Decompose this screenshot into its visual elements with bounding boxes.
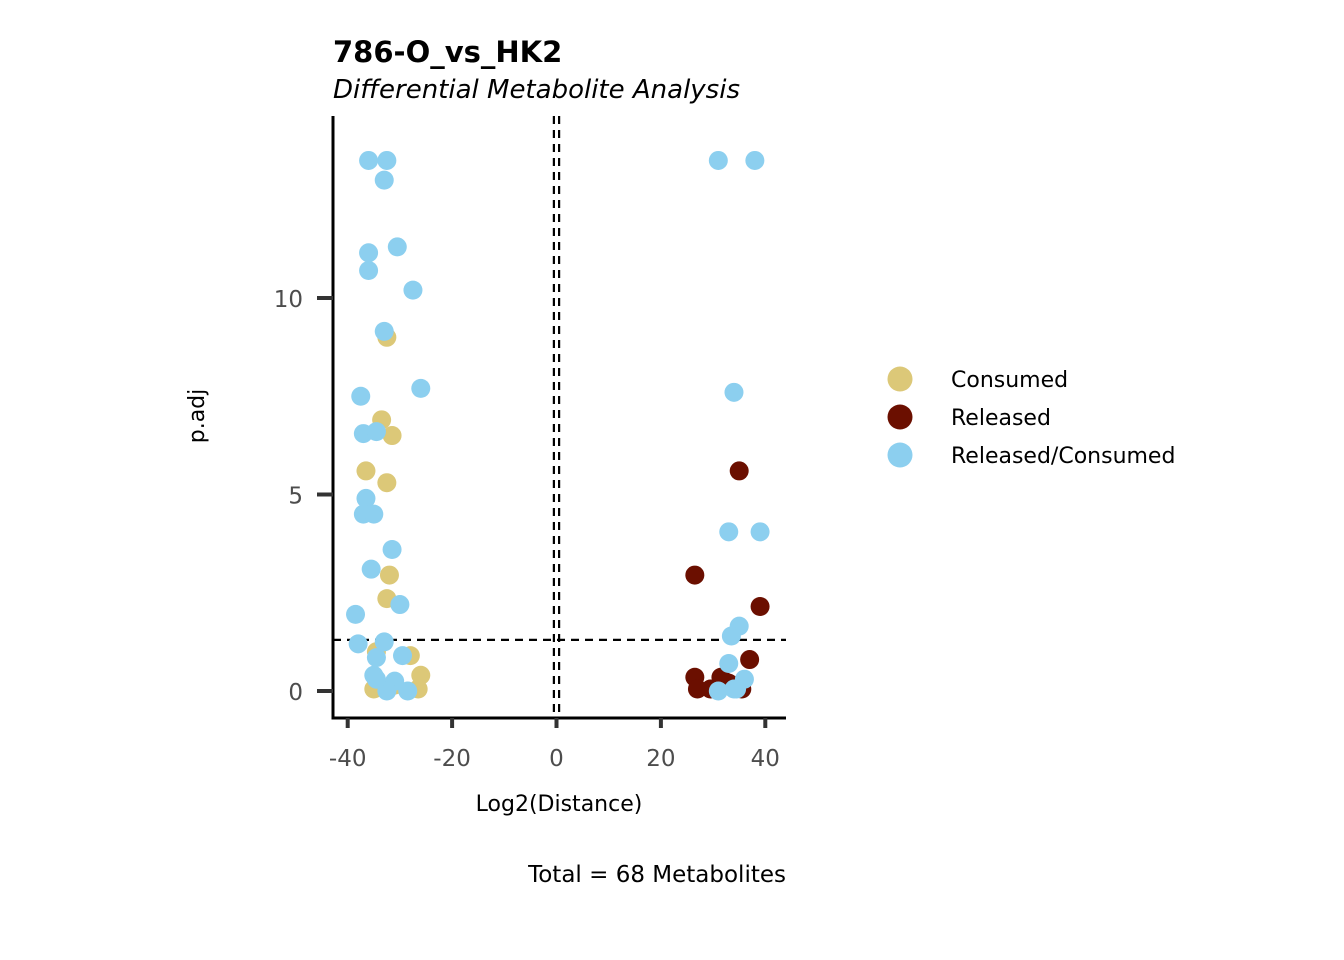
- data-point: [719, 522, 739, 542]
- data-point: [721, 626, 741, 646]
- data-point: [359, 260, 379, 280]
- legend-label: Consumed: [951, 368, 1068, 393]
- data-point: [750, 597, 770, 617]
- data-point: [382, 426, 402, 446]
- data-point: [393, 646, 413, 666]
- data-point: [398, 681, 418, 701]
- data-point: [377, 150, 397, 170]
- data-point: [366, 648, 386, 668]
- data-point: [359, 243, 379, 263]
- data-point: [390, 595, 410, 615]
- data-point: [745, 150, 765, 170]
- data-point: [387, 237, 407, 257]
- data-point: [750, 522, 770, 542]
- x-tick-label: -20: [433, 746, 471, 772]
- legend-key: [887, 366, 913, 392]
- data-point: [382, 540, 402, 560]
- data-point: [356, 488, 376, 508]
- data-point: [361, 559, 381, 579]
- reference-lines: [333, 116, 786, 718]
- data-point: [364, 504, 384, 524]
- y-tick-label: 0: [288, 680, 303, 706]
- data-point: [724, 382, 744, 402]
- data-point: [356, 461, 376, 481]
- y-tick-label: 5: [288, 484, 303, 510]
- legend-label: Released/Consumed: [951, 444, 1175, 469]
- data-point: [708, 681, 728, 701]
- data-point: [351, 386, 371, 406]
- data-point: [374, 321, 394, 341]
- data-points: [346, 150, 770, 701]
- data-point: [366, 422, 386, 442]
- data-point: [366, 669, 386, 689]
- data-point: [687, 679, 707, 699]
- legend-key: [887, 404, 913, 430]
- data-point: [374, 632, 394, 652]
- chart-subtitle: Differential Metabolite Analysis: [333, 75, 740, 105]
- y-tick-label: 10: [274, 287, 303, 313]
- data-point: [740, 650, 760, 670]
- data-point: [348, 634, 368, 654]
- x-axis-title: Log2(Distance): [476, 792, 643, 817]
- data-point: [379, 565, 399, 585]
- legend-label: Released: [951, 406, 1051, 431]
- legend-key: [887, 442, 913, 468]
- data-point: [374, 170, 394, 190]
- data-point: [377, 473, 397, 493]
- data-point: [346, 604, 366, 624]
- data-point: [729, 461, 749, 481]
- axes: -40 -20 0 20 40 0 5 10: [274, 116, 786, 772]
- legend: Consumed Released Released/Consumed: [887, 366, 1175, 469]
- chart-title: 786-O_vs_HK2: [333, 35, 562, 69]
- data-point: [727, 679, 747, 699]
- data-point: [719, 653, 739, 673]
- data-point: [359, 150, 379, 170]
- data-point: [403, 280, 423, 300]
- x-tick-label: 0: [549, 746, 564, 772]
- chart-caption: Total = 68 Metabolites: [527, 862, 786, 888]
- x-tick-label: -40: [329, 746, 367, 772]
- y-axis-title: p.adj: [185, 389, 210, 444]
- data-point: [685, 565, 705, 585]
- x-tick-label: 20: [646, 746, 675, 772]
- data-point: [708, 150, 728, 170]
- data-point: [411, 378, 431, 398]
- x-tick-label: 40: [751, 746, 780, 772]
